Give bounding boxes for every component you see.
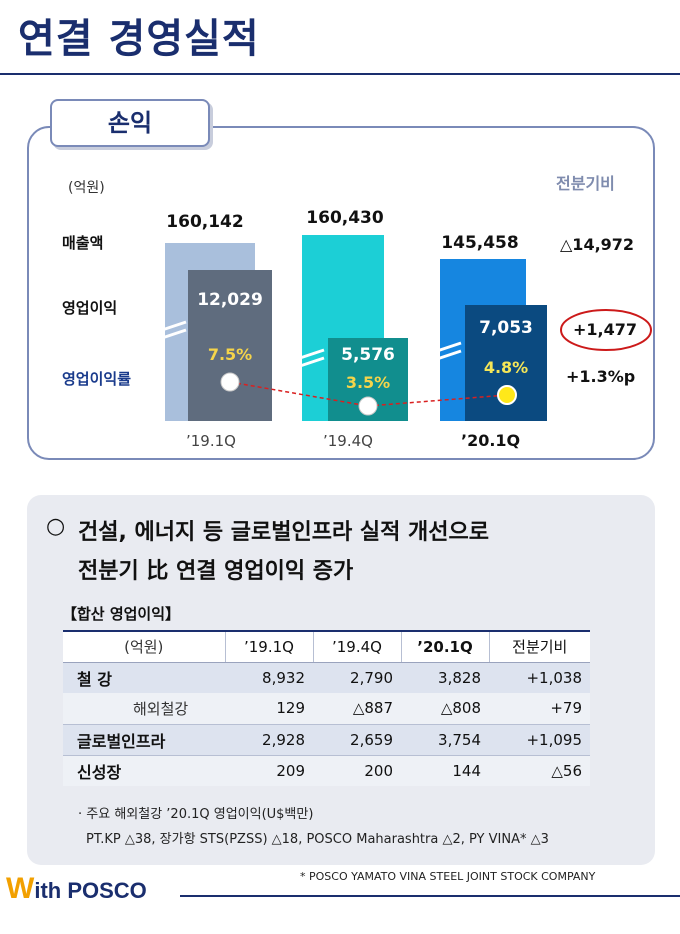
margin-marker-19-4q <box>358 396 378 416</box>
bullet-icon: ○ <box>46 514 66 539</box>
row-label-overseas-steel: 해외철강 <box>63 693 225 725</box>
value-sales-19-1q: 160,142 <box>166 212 244 232</box>
axis-break-mark <box>424 349 462 365</box>
table-cell: 2,659 <box>313 724 401 756</box>
panel-tab-label: 손익 <box>107 109 153 137</box>
table-cell: 3,754 <box>401 724 489 756</box>
value-margin-19-1q: 7.5% <box>207 345 253 364</box>
table-header-row: (억원) ’19.1Q ’19.4Q ’20.1Q 전분기비 <box>63 630 590 663</box>
highlight-circle <box>560 309 652 351</box>
xlabel-19-1q: ’19.1Q <box>186 432 236 450</box>
table-cell: +1,095 <box>489 724 590 756</box>
compare-sales: △14,972 <box>560 235 635 254</box>
table-header-20-1q: ’20.1Q <box>400 630 489 663</box>
value-margin-19-4q: 3.5% <box>345 373 391 392</box>
axis-break-mark <box>287 348 325 364</box>
table-header-compare: 전분기비 <box>488 630 590 663</box>
page-title: 연결 경영실적 <box>18 16 260 62</box>
axis-break-mark <box>149 320 187 336</box>
value-op-19-1q: 12,029 <box>197 290 263 310</box>
table-header-19-4q: ’19.4Q <box>312 630 401 663</box>
table-row: 신성장 209 200 144 △56 <box>63 755 590 786</box>
table-cell: 129 <box>225 693 313 725</box>
row-label-global-infra: 글로벌인프라 <box>63 724 225 756</box>
value-margin-20-1q: 4.8% <box>483 358 529 377</box>
table-row: 해외철강 129 △887 △808 +79 <box>63 693 590 725</box>
chart-overlay <box>149 309 652 416</box>
table-cell: 3,828 <box>401 662 489 693</box>
table-cell: 200 <box>313 755 401 786</box>
bar-op-19-1q <box>188 270 272 421</box>
summary-line-2: 전분기 比 연결 영업이익 증가 <box>78 559 354 584</box>
margin-marker-19-1q <box>220 372 240 392</box>
value-sales-20-1q: 145,458 <box>441 233 519 253</box>
op-income-table: (억원) ’19.1Q ’19.4Q ’20.1Q 전분기비 철 강 8,932… <box>63 630 590 786</box>
axis-break-mark <box>424 341 462 357</box>
logo-text: ith POSCO <box>34 878 147 903</box>
compare-op-income: +1,477 <box>573 320 638 339</box>
margin-marker-20-1q <box>497 385 517 405</box>
table-cell: +1,038 <box>489 662 590 693</box>
table-cell: △56 <box>489 755 590 786</box>
table-cell: 209 <box>225 755 313 786</box>
xlabel-19-4q: ’19.4Q <box>323 432 373 450</box>
unit-label: (억원) <box>68 180 105 196</box>
note-line-2: PT.KP △38, 장가항 STS(PZSS) △18, POSCO Maha… <box>86 832 549 847</box>
footnote: * POSCO YAMATO VINA STEEL JOINT STOCK CO… <box>300 870 596 883</box>
table-cell: 2,928 <box>225 724 313 756</box>
table-cell: 8,932 <box>225 662 313 693</box>
footer-divider <box>180 895 680 897</box>
axis-break-mark <box>149 328 187 344</box>
xlabel-20-1q: ’20.1Q <box>461 431 521 450</box>
table-cell: △808 <box>401 693 489 725</box>
table-cell: 144 <box>401 755 489 786</box>
compare-header: 전분기비 <box>556 174 615 193</box>
value-op-19-4q: 5,576 <box>341 345 395 365</box>
row-label-sales: 매출액 <box>62 234 104 252</box>
summary-line-1: 건설, 에너지 등 글로벌인프라 실적 개선으로 <box>78 520 489 545</box>
note-line-1: · 주요 해외철강 ’20.1Q 영업이익(U$백만) <box>78 807 314 822</box>
table-cell: +79 <box>489 693 590 725</box>
title-divider <box>0 73 680 75</box>
row-label-op-income: 영업이익 <box>62 299 118 317</box>
table-header-19-1q: ’19.1Q <box>224 630 313 663</box>
table-cell: 2,790 <box>313 662 401 693</box>
compare-margin: +1.3%p <box>566 367 636 386</box>
table-row: 철 강 8,932 2,790 3,828 +1,038 <box>63 662 590 693</box>
panel-tab: 손익 <box>50 99 210 147</box>
row-label-op-margin: 영업이익률 <box>62 370 132 388</box>
table-row: 글로벌인프라 2,928 2,659 3,754 +1,095 <box>63 724 590 756</box>
table-header-unit: (억원) <box>63 630 225 663</box>
posco-logo: With POSCO <box>6 872 147 906</box>
logo-w-mark: W <box>6 872 35 905</box>
value-sales-19-4q: 160,430 <box>306 208 384 228</box>
table-cell: △887 <box>313 693 401 725</box>
axis-break-mark <box>287 356 325 372</box>
table-title: 【합산 영업이익】 <box>62 605 181 623</box>
value-op-20-1q: 7,053 <box>479 318 533 338</box>
row-label-new-growth: 신성장 <box>63 755 225 786</box>
row-label-steel: 철 강 <box>63 662 225 693</box>
